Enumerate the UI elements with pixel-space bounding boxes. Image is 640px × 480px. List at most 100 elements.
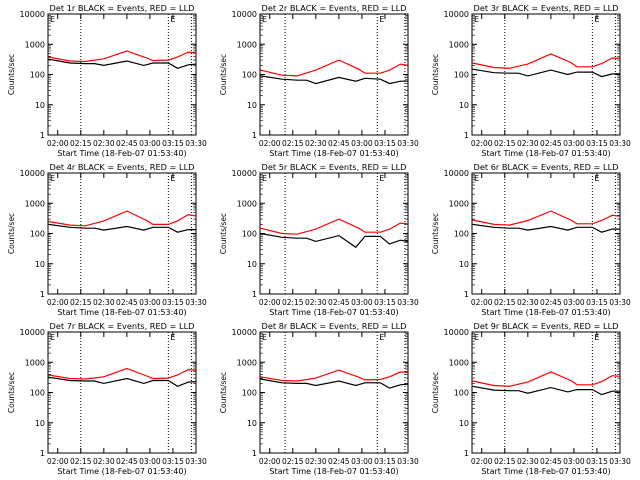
y-tick-label: 10000 — [444, 10, 469, 19]
x-tick-label: 03:15 — [162, 298, 184, 307]
x-tick-label: 03:00 — [139, 298, 161, 307]
event-marker-label: E — [262, 15, 267, 24]
event-marker-label: E — [50, 333, 55, 342]
detector-panel: 1 10 100 1000 10000 02:00 02:15 02:30 02:45 03:00… — [219, 162, 419, 317]
x-tick-label: 02:45 — [540, 298, 562, 307]
lld-rate-line — [260, 218, 409, 235]
events-rate-line — [48, 376, 197, 387]
events-rate-line — [48, 58, 197, 69]
panel-title: Det 9r BLACK = Events, RED = LLD — [474, 321, 619, 331]
panel-title: Det 4r BLACK = Events, RED = LLD — [50, 162, 195, 172]
x-tick-label: 03:00 — [563, 139, 585, 148]
y-tick-label: 1 — [40, 290, 45, 299]
lld-rate-line — [472, 371, 621, 387]
plot-frame — [47, 331, 197, 454]
x-tick-label: 02:30 — [93, 298, 115, 307]
events-rate-line — [472, 68, 620, 78]
lld-rate-line — [48, 210, 197, 227]
x-tick-label: 03:30 — [609, 457, 631, 466]
event-marker-label: E — [474, 15, 479, 24]
events-rate-line — [260, 378, 409, 389]
x-tick-label: 03:30 — [397, 139, 419, 148]
x-axis-label: Start Time (18-Feb-07 01:53:40) — [481, 149, 610, 158]
x-axis-label: Start Time (18-Feb-07 01:53:40) — [57, 149, 186, 158]
x-tick-label: 02:30 — [305, 139, 327, 148]
x-axis-label: Start Time (18-Feb-07 01:53:40) — [481, 467, 610, 476]
x-tick-label: 02:15 — [282, 457, 304, 466]
x-tick-label: 02:15 — [70, 139, 92, 148]
y-tick-label: 1 — [40, 449, 45, 458]
lld-rate-line — [48, 50, 197, 63]
y-tick-label: 10000 — [20, 10, 45, 19]
x-tick-label: 03:30 — [185, 298, 207, 307]
y-tick-label: 100 — [454, 389, 469, 398]
y-tick-label: 1 — [40, 131, 45, 140]
event-marker-label: E — [474, 333, 479, 342]
x-tick-label: 03:15 — [586, 457, 608, 466]
y-tick-label: 1000 — [237, 358, 257, 367]
detector-panel: 1 10 100 1000 10000 02:00 02:15 02:30 02:45 03:00… — [7, 321, 207, 476]
plot-frame — [471, 172, 621, 295]
event-marker-label: E — [594, 174, 599, 183]
x-tick-label: 02:45 — [116, 139, 138, 148]
x-tick-label: 03:00 — [139, 457, 161, 466]
x-tick-label: 03:30 — [397, 298, 419, 307]
x-tick-label: 03:00 — [351, 457, 373, 466]
panel-title: Det 1r BLACK = Events, RED = LLD — [50, 3, 195, 13]
x-tick-label: 02:45 — [540, 457, 562, 466]
x-tick-label: 02:15 — [494, 457, 516, 466]
event-marker-label: E — [262, 174, 267, 183]
event-marker-label: E — [594, 15, 599, 24]
x-tick-label: 02:45 — [116, 457, 138, 466]
y-axis-label: Counts/sec — [219, 213, 228, 254]
x-axis-label: Start Time (18-Feb-07 01:53:40) — [269, 308, 398, 317]
detector-panel: 1 10 100 1000 10000 02:00 02:15 02:30 02:45 03:00… — [431, 3, 631, 158]
x-axis-label: Start Time (18-Feb-07 01:53:40) — [269, 149, 398, 158]
y-axis-label: Counts/sec — [7, 372, 16, 413]
lld-rate-line — [472, 53, 621, 69]
y-tick-label: 10 — [247, 260, 257, 269]
y-axis-label: Counts/sec — [7, 54, 16, 95]
x-tick-label: 03:30 — [185, 139, 207, 148]
x-tick-label: 02:30 — [517, 298, 539, 307]
event-marker-label: E — [379, 174, 384, 183]
y-axis-label: Counts/sec — [219, 54, 228, 95]
x-tick-label: 03:15 — [162, 139, 184, 148]
y-tick-label: 1 — [464, 131, 469, 140]
y-tick-label: 100 — [30, 230, 45, 239]
detector-panel: 1 10 100 1000 10000 02:00 02:15 02:30 02:45 03:00… — [7, 3, 207, 158]
panel-title: Det 7r BLACK = Events, RED = LLD — [50, 321, 195, 331]
plot-frame — [47, 13, 197, 136]
x-tick-label: 02:30 — [93, 457, 115, 466]
panel-title: Det 2r BLACK = Events, RED = LLD — [262, 3, 407, 13]
panel-title: Det 5r BLACK = Events, RED = LLD — [262, 162, 407, 172]
x-tick-label: 03:00 — [351, 139, 373, 148]
event-marker-label: E — [379, 15, 384, 24]
panel-title: Det 6r BLACK = Events, RED = LLD — [474, 162, 619, 172]
lld-rate-line — [472, 210, 621, 226]
y-tick-label: 10 — [247, 101, 257, 110]
x-tick-label: 02:45 — [540, 139, 562, 148]
events-rate-line — [472, 223, 620, 233]
y-tick-label: 10 — [459, 260, 469, 269]
events-rate-line — [472, 385, 620, 396]
x-tick-label: 02:15 — [494, 139, 516, 148]
detector-panel: 1 10 100 1000 10000 02:00 02:15 02:30 02:45 03:00… — [431, 162, 631, 317]
y-tick-label: 100 — [242, 389, 257, 398]
x-tick-label: 03:00 — [139, 139, 161, 148]
x-tick-label: 03:30 — [609, 298, 631, 307]
y-tick-label: 1000 — [25, 358, 45, 367]
y-tick-label: 10 — [35, 260, 45, 269]
event-marker-label: E — [474, 174, 479, 183]
events-rate-line — [260, 75, 408, 85]
y-tick-label: 10 — [35, 101, 45, 110]
y-tick-label: 10 — [35, 419, 45, 428]
x-tick-label: 02:30 — [517, 457, 539, 466]
y-tick-label: 10000 — [444, 328, 469, 337]
y-tick-label: 10000 — [232, 328, 257, 337]
y-tick-label: 1 — [252, 290, 257, 299]
x-tick-label: 02:15 — [70, 457, 92, 466]
plot-frame — [47, 172, 197, 295]
y-tick-label: 10000 — [232, 169, 257, 178]
